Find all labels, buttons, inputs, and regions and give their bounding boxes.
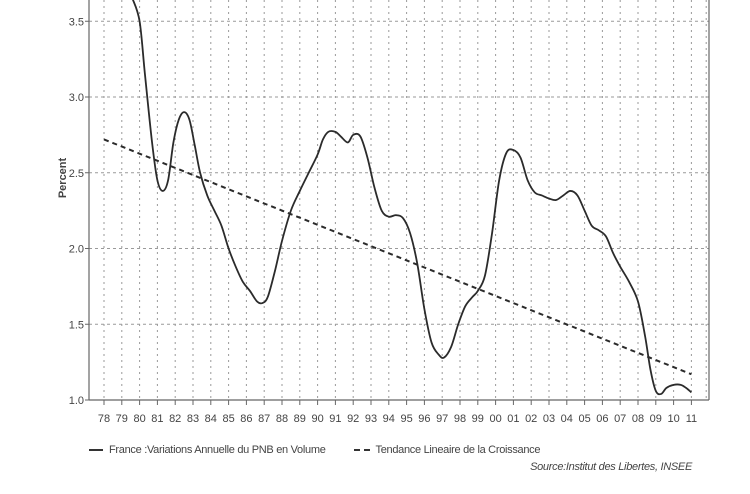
y-tick-label: 3.5 [69,16,84,28]
x-tick-label: 88 [276,413,288,425]
x-tick-label: 89 [294,413,306,425]
x-tick-label: 80 [133,413,145,425]
x-tick-label: 99 [472,413,484,425]
x-tick-label: 95 [400,413,412,425]
x-tick-label: 10 [667,413,679,425]
x-tick-label: 78 [98,413,110,425]
source-note: Source:Institut des Libertes, INSEE [530,461,692,473]
x-tick-label: 91 [329,413,341,425]
y-axis-label: Percent [57,157,69,198]
x-tick-label: 81 [151,413,163,425]
x-tick-label: 86 [240,413,252,425]
axes [88,0,710,401]
x-tick-label: 05 [578,413,590,425]
y-tick-label: 1.5 [69,319,84,331]
x-axis-ticks: 78 79 80 81 82 83 84 85 86 87 88 89 90 91 92 93 94 95 96 97… [98,400,697,425]
grid-lines [89,0,709,400]
x-tick-label: 84 [205,413,217,425]
x-tick-label: 03 [543,413,555,425]
dashed-line-icon [353,449,370,451]
y-tick-label: 1.0 [69,395,84,407]
x-tick-label: 11 [686,413,697,425]
x-tick-label: 94 [383,413,395,425]
x-tick-label: 92 [347,413,359,425]
x-tick-label: 90 [311,413,323,425]
x-tick-label: 08 [632,413,644,425]
x-tick-label: 00 [489,413,501,425]
x-tick-label: 96 [418,413,430,425]
legend-item-trend: Tendance Lineaire de la Croissance [353,444,541,456]
x-tick-label: 97 [436,413,448,425]
x-tick-label: 07 [614,413,626,425]
x-tick-label: 01 [507,413,519,425]
x-tick-label: 09 [650,413,662,425]
gdp-variation-series [132,0,692,396]
solid-line-icon [89,449,103,451]
legend-label-trend: Tendance Lineaire de la Croissance [375,444,541,456]
x-tick-label: 87 [258,413,270,425]
y-axis-ticks: 1.0 1.5 2.0 2.5 3.0 3.5 [69,16,89,407]
x-tick-label: 83 [187,413,199,425]
legend-item-gdp: France :Variations Annuelle du PNB en Vo… [89,444,326,456]
x-tick-label: 79 [116,413,128,425]
y-tick-label: 2.5 [69,168,84,180]
x-tick-label: 82 [169,413,181,425]
legend: France :Variations Annuelle du PNB en Vo… [89,444,568,456]
x-tick-label: 04 [561,413,573,425]
x-tick-label: 85 [222,413,234,425]
legend-label-gdp: France :Variations Annuelle du PNB en Vo… [109,444,326,456]
x-tick-label: 93 [365,413,377,425]
y-tick-label: 3.0 [69,92,84,104]
x-tick-label: 02 [525,413,537,425]
x-tick-label: 06 [596,413,608,425]
trend-line-series [103,138,692,376]
y-tick-label: 2.0 [69,244,84,256]
x-tick-label: 98 [454,413,466,425]
